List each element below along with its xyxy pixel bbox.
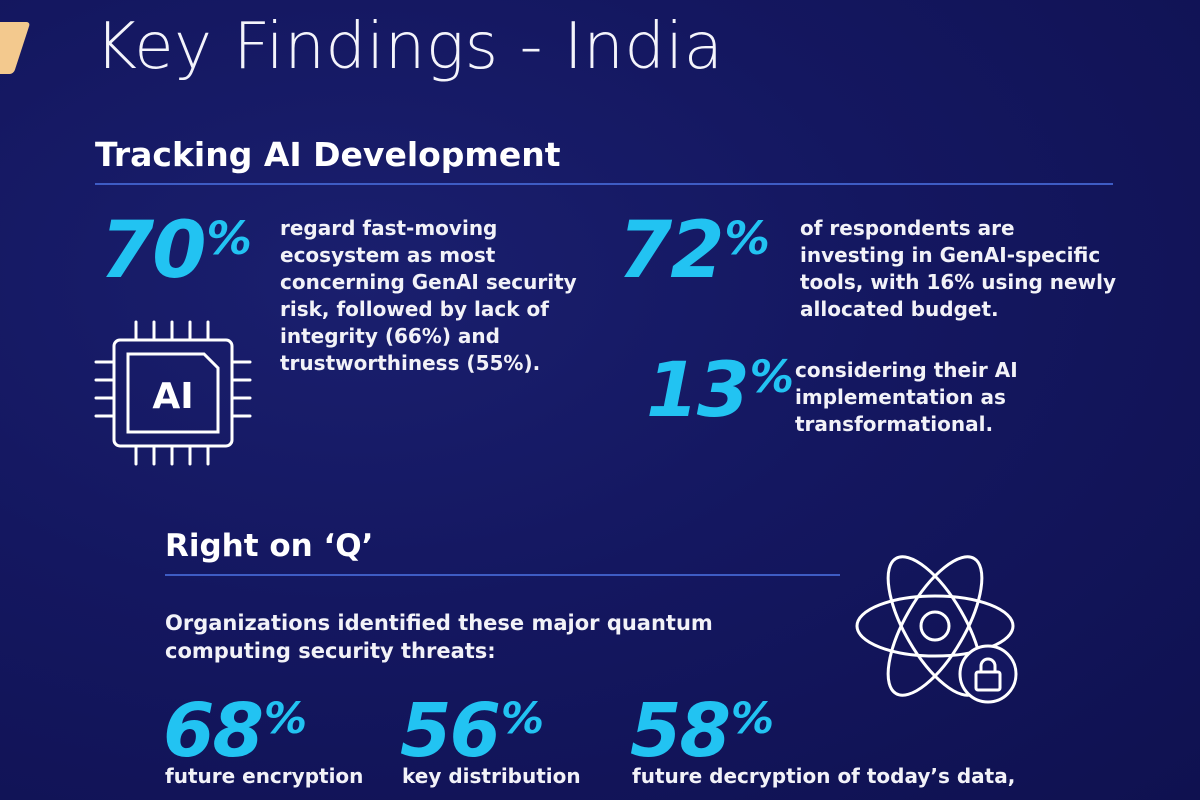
stat-56-label: key distribution (402, 764, 581, 788)
corner-tab-decoration (0, 22, 31, 74)
stat-68-label: future encryption (165, 764, 364, 788)
page-title: Key Findings - India (95, 10, 724, 84)
stat-13-value: 13% (646, 345, 794, 434)
stat-58-value: 58% (630, 688, 774, 774)
stat-68-value: 68% (163, 688, 307, 774)
section-divider-quantum (165, 574, 840, 576)
ai-chip-icon: AI (94, 320, 252, 466)
stat-72-description: of respondents are investing in GenAI-sp… (800, 216, 1116, 321)
ai-chip-label: AI (152, 376, 193, 417)
section-heading-ai: Tracking AI Development (95, 135, 561, 174)
atom-lock-icon (855, 555, 1018, 704)
stat-13-description: considering their AI implementation as t… (795, 358, 1018, 436)
stat-72-value: 72% (618, 206, 770, 296)
stat-70-value: 70% (100, 206, 252, 296)
section-divider (95, 183, 1113, 185)
section-heading-quantum: Right on ‘Q’ (165, 528, 374, 564)
stat-70-description: regard fast-moving ecosystem as most con… (280, 216, 577, 375)
stat-58-label: future decryption of today’s data, (632, 764, 1016, 788)
quantum-intro-text: Organizations identified these major qua… (165, 611, 713, 663)
stat-56-value: 56% (400, 688, 544, 774)
